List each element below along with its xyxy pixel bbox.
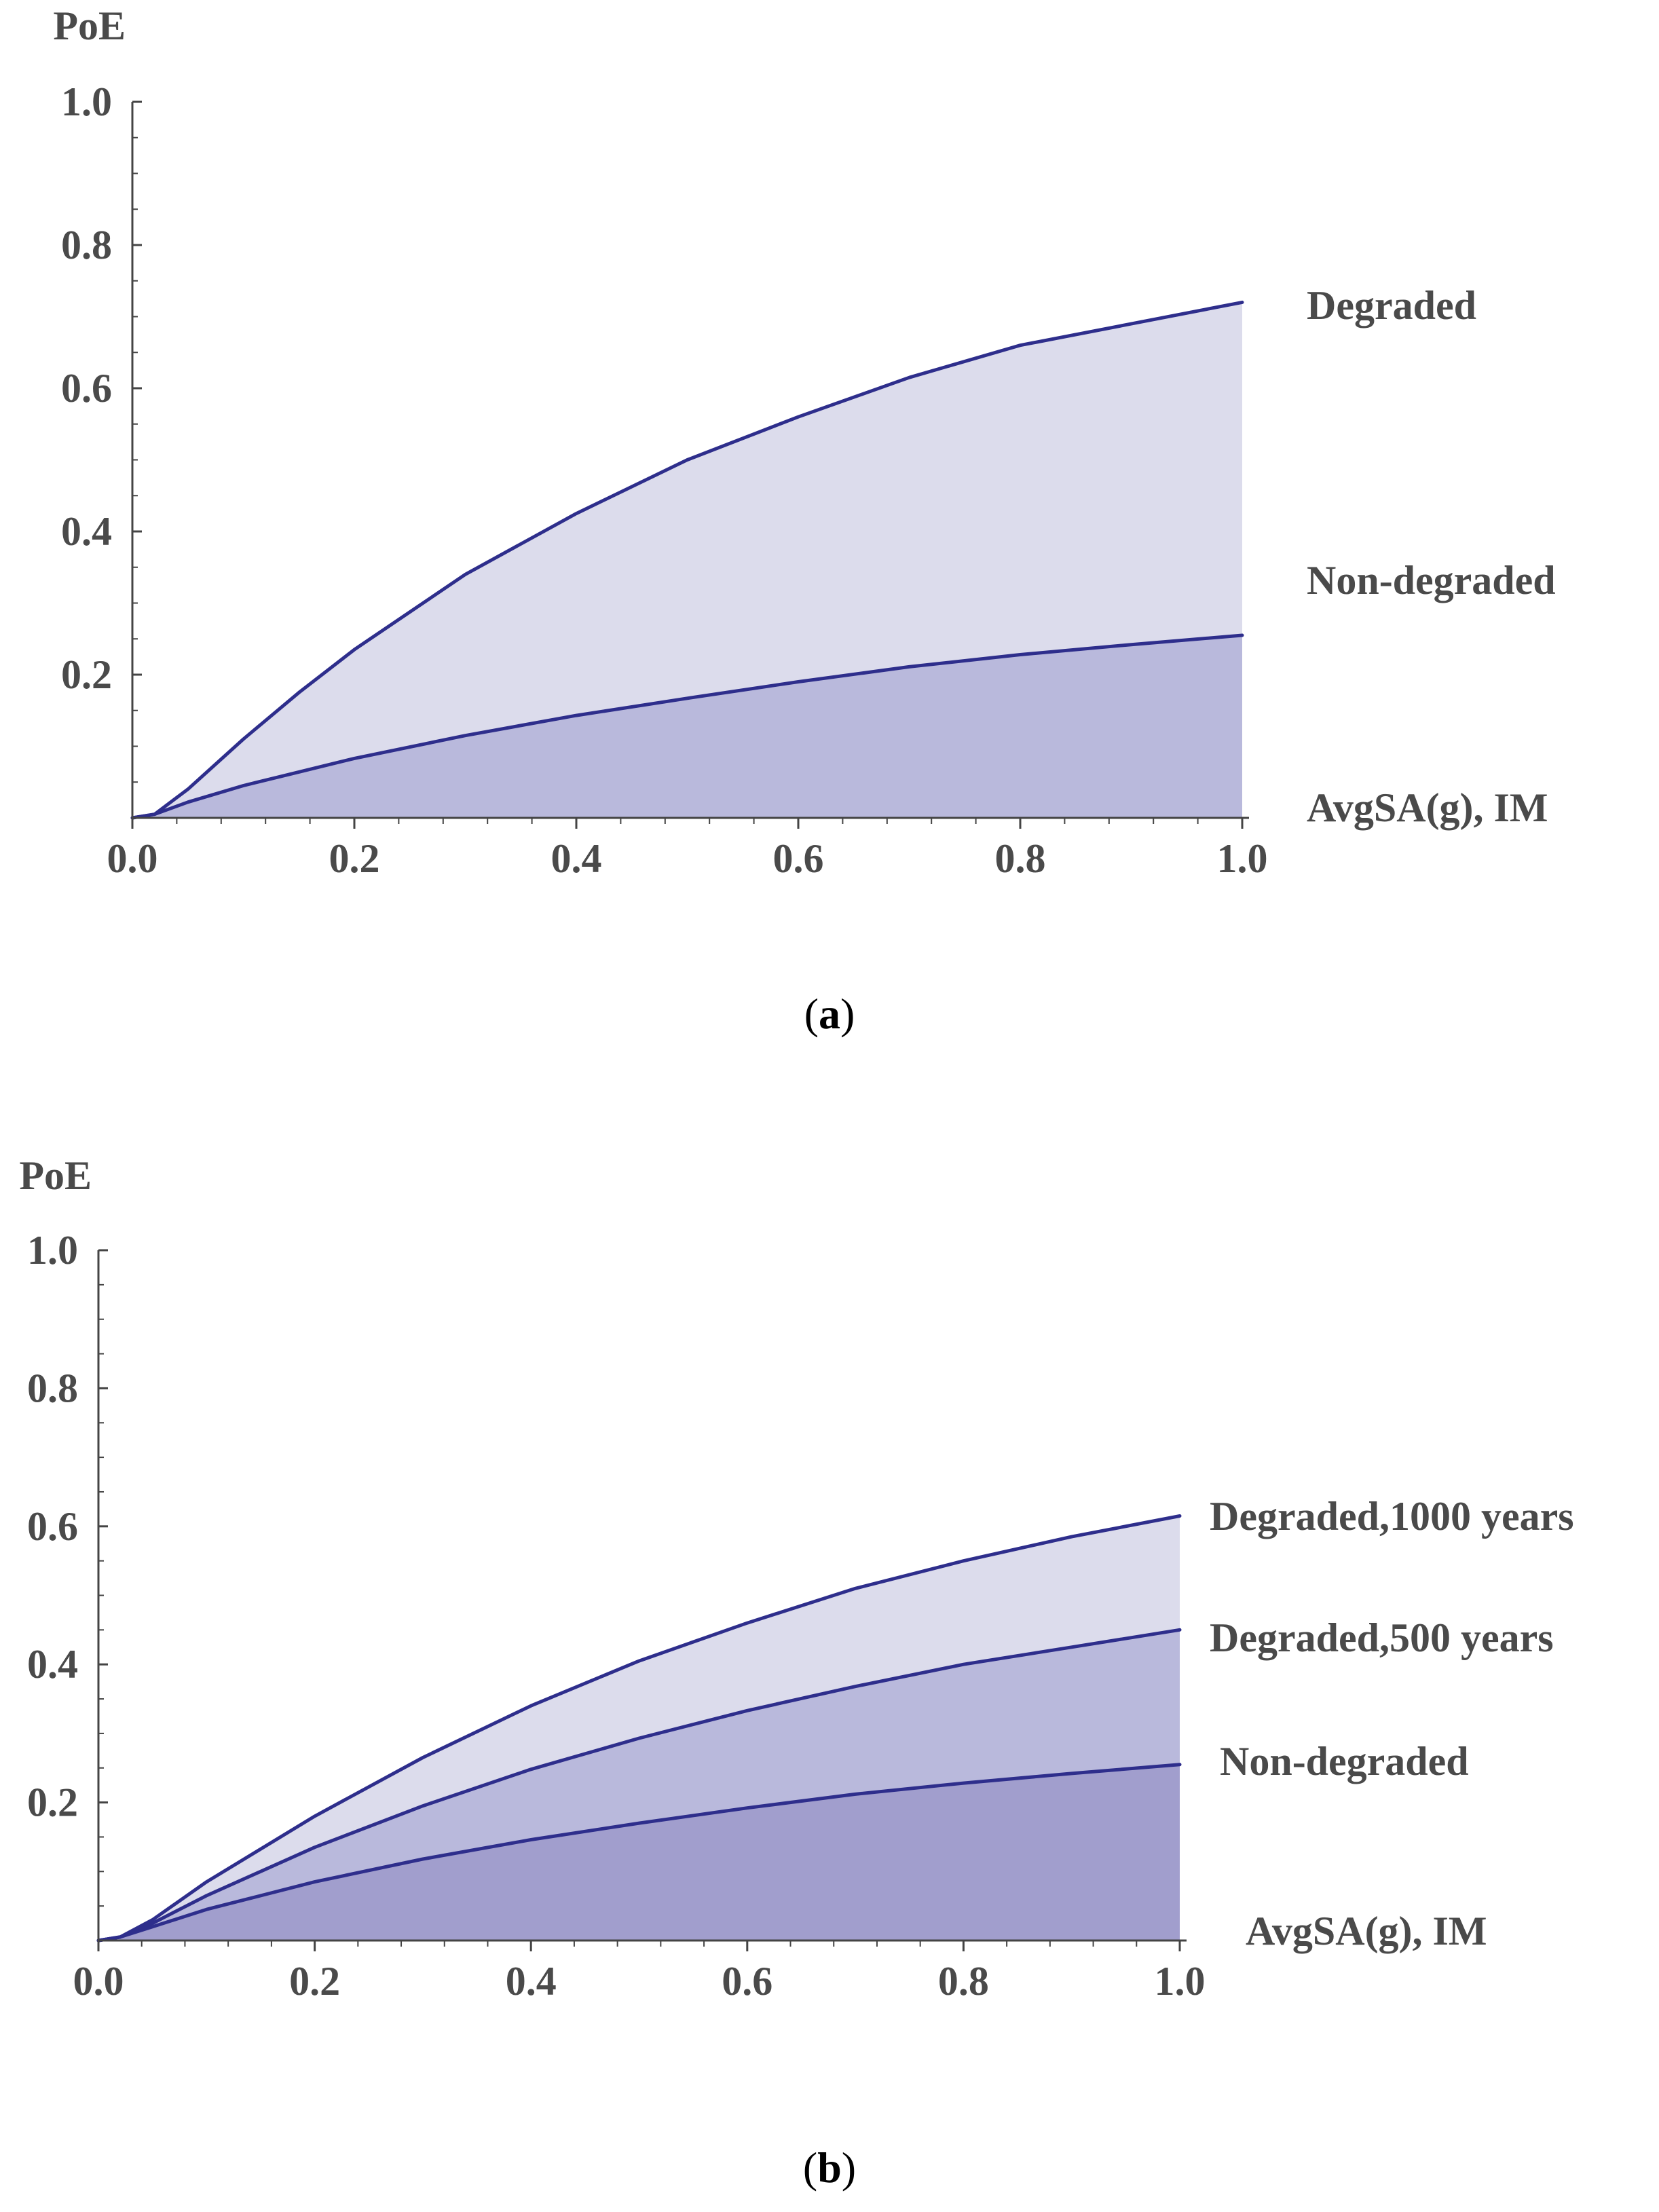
panel-a: 0.0 0.2 0.4 0.6 0.8 1.0 0.2 0.4 0.6 0.8 1.0 PoE AvgS… [53,3,1555,1038]
y-tick-label: 0.8 [61,223,112,267]
curve-label-non-degraded: Non-degraded [1307,558,1556,603]
area-non-degraded [98,1764,1180,1941]
panel-caption: (a) [804,990,855,1038]
panel-b: 0.0 0.2 0.4 0.6 0.8 1.0 0.2 0.4 0.6 0.8 1.0 PoE AvgS… [19,1153,1573,2192]
x-tick-label: 0.6 [722,1959,772,2004]
series-line-non-degraded [130,633,1244,820]
panel-caption: (b) [803,2143,856,2192]
x-tick-label: 0.2 [329,836,380,881]
x-tick-label: 0.8 [938,1959,989,2004]
x-axis-title: AvgSA(g), IM [1246,1909,1487,1953]
series-line-degraded-1000-years [96,1514,1182,1943]
y-tick-label: 0.6 [61,366,112,411]
y-axis-title: PoE [53,3,126,48]
curve-label-degraded-1000-years: Degraded,1000 years [1210,1494,1574,1539]
x-tick-label: 1.0 [1217,836,1268,881]
x-axis-title: AvgSA(g), IM [1307,785,1548,830]
x-tick-label: 0.4 [506,1959,557,2004]
curve-label-non-degraded: Non-degraded [1220,1739,1469,1784]
y-tick-label: 0.6 [27,1504,78,1549]
panel-caption-letter: b [817,2143,842,2192]
x-tick-label: 0.4 [551,836,602,881]
x-tick-label: 0.8 [995,836,1046,881]
series-line-degraded [130,300,1244,820]
curve-label-degraded: Degraded [1307,283,1476,328]
panel-caption-letter: a [819,990,840,1038]
area-non-degraded [132,635,1242,818]
x-tick-label: 0.0 [73,1959,124,2004]
y-tick-label: 0.4 [27,1642,78,1687]
y-tick-label: 0.2 [61,652,112,697]
y-tick-label: 0.4 [61,509,112,554]
y-tick-label: 1.0 [27,1228,78,1273]
x-tick-label: 0.6 [773,836,824,881]
y-tick-label: 1.0 [61,79,112,124]
series-line-non-degraded [96,1763,1182,1943]
x-tick-label: 1.0 [1155,1959,1206,2004]
y-tick-label: 0.2 [27,1780,78,1825]
x-tick-label: 0.2 [289,1959,340,2004]
y-axis-title: PoE [19,1153,92,1198]
x-tick-label: 0.0 [107,836,158,881]
curve-label-degraded-500-years: Degraded,500 years [1210,1615,1554,1660]
y-tick-label: 0.8 [27,1366,78,1410]
series-line-degraded-500-years [96,1628,1182,1943]
